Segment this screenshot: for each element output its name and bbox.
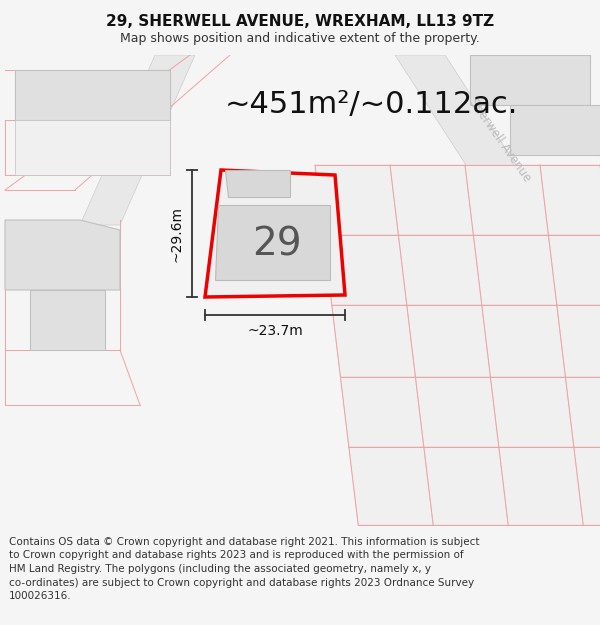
Text: 29: 29 xyxy=(251,225,301,263)
Polygon shape xyxy=(415,377,499,447)
Polygon shape xyxy=(225,170,290,197)
Text: 29, SHERWELL AVENUE, WREXHAM, LL13 9TZ: 29, SHERWELL AVENUE, WREXHAM, LL13 9TZ xyxy=(106,14,494,29)
Text: Contains OS data © Crown copyright and database right 2021. This information is : Contains OS data © Crown copyright and d… xyxy=(9,537,479,601)
Polygon shape xyxy=(349,447,433,525)
Polygon shape xyxy=(557,305,600,377)
Polygon shape xyxy=(80,55,195,225)
Polygon shape xyxy=(499,447,583,525)
Polygon shape xyxy=(215,205,330,280)
Polygon shape xyxy=(548,235,600,305)
Polygon shape xyxy=(15,70,170,120)
Polygon shape xyxy=(205,170,345,297)
Text: ~23.7m: ~23.7m xyxy=(247,324,303,338)
Polygon shape xyxy=(465,165,548,235)
Polygon shape xyxy=(510,105,600,155)
Polygon shape xyxy=(395,55,600,295)
Text: ~451m²/~0.112ac.: ~451m²/~0.112ac. xyxy=(225,91,518,119)
Polygon shape xyxy=(565,377,600,447)
Polygon shape xyxy=(424,447,508,525)
Polygon shape xyxy=(315,165,398,235)
Polygon shape xyxy=(390,165,473,235)
Polygon shape xyxy=(30,290,105,350)
Text: Sherwell Avenue: Sherwell Avenue xyxy=(466,96,533,184)
Polygon shape xyxy=(332,305,415,377)
Polygon shape xyxy=(340,377,424,447)
Polygon shape xyxy=(470,55,590,105)
Polygon shape xyxy=(574,447,600,525)
Text: ~29.6m: ~29.6m xyxy=(169,206,183,261)
Polygon shape xyxy=(540,165,600,235)
Polygon shape xyxy=(5,220,120,290)
Text: Map shows position and indicative extent of the property.: Map shows position and indicative extent… xyxy=(120,32,480,45)
Polygon shape xyxy=(15,120,170,175)
Polygon shape xyxy=(398,235,482,305)
Polygon shape xyxy=(473,235,557,305)
Polygon shape xyxy=(407,305,490,377)
Polygon shape xyxy=(482,305,565,377)
Polygon shape xyxy=(323,235,407,305)
Polygon shape xyxy=(490,377,574,447)
